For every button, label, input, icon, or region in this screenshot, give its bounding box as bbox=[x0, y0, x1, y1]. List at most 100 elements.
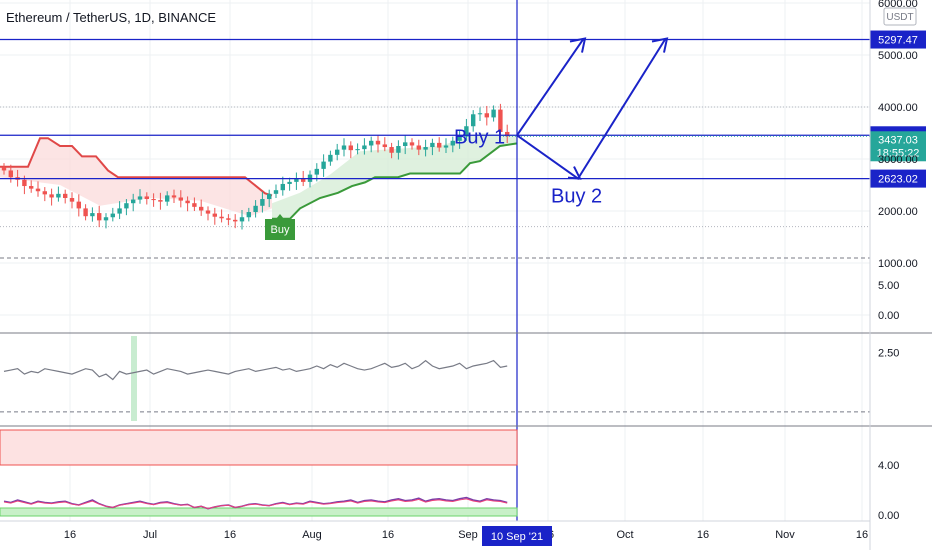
arrow-head bbox=[569, 37, 587, 53]
candle bbox=[409, 138, 415, 150]
currency-badge-label: USDT bbox=[886, 12, 913, 23]
candle-body bbox=[124, 203, 129, 209]
candle bbox=[443, 138, 449, 154]
time-tick-label: Sep bbox=[458, 529, 478, 541]
candle bbox=[355, 143, 360, 155]
candle-body bbox=[362, 145, 367, 150]
candle-body bbox=[457, 136, 462, 141]
candle-body bbox=[505, 131, 510, 137]
candle-body bbox=[498, 109, 503, 132]
pane2-tick-label: 0.00 bbox=[878, 510, 899, 522]
candle bbox=[76, 194, 81, 217]
candle-body bbox=[199, 206, 204, 211]
candle bbox=[260, 191, 265, 213]
candle-body bbox=[416, 145, 421, 150]
candle-body bbox=[437, 142, 442, 148]
candle bbox=[124, 199, 129, 216]
candle bbox=[97, 205, 102, 228]
candle-body bbox=[205, 210, 211, 214]
pane1-tick-label: 2.50 bbox=[878, 348, 899, 360]
candle-body bbox=[396, 146, 401, 153]
candle bbox=[205, 206, 211, 221]
candle-body bbox=[382, 144, 387, 148]
price-level-tag bbox=[870, 169, 926, 188]
candle bbox=[450, 136, 455, 153]
candle-body bbox=[375, 140, 381, 145]
candle-body bbox=[185, 200, 190, 204]
candle-body bbox=[403, 142, 408, 146]
candle bbox=[131, 193, 136, 212]
supertrend-up-line bbox=[272, 142, 518, 220]
candle-body bbox=[341, 145, 347, 150]
candle bbox=[226, 214, 231, 226]
candle bbox=[335, 143, 340, 161]
annotation-buy-1: Buy 1 bbox=[454, 126, 505, 148]
candle bbox=[457, 130, 462, 149]
candle bbox=[35, 181, 41, 197]
candle-body bbox=[253, 205, 258, 213]
candle bbox=[69, 192, 75, 209]
candle bbox=[219, 209, 224, 223]
candle bbox=[341, 138, 347, 157]
candle-body bbox=[158, 200, 163, 202]
candle-body bbox=[35, 188, 41, 192]
candle-body bbox=[491, 109, 496, 118]
candle bbox=[403, 135, 408, 155]
candle-body bbox=[233, 219, 238, 222]
candle-body bbox=[471, 114, 476, 127]
candle-body bbox=[294, 178, 299, 182]
candle bbox=[321, 154, 326, 177]
candle bbox=[178, 190, 183, 208]
candle-body bbox=[260, 199, 265, 206]
time-axis[interactable]: 16Jul16Aug16Sep16Oct16Nov1610 Sep '21 bbox=[64, 526, 868, 546]
candle-body bbox=[348, 145, 353, 151]
candle bbox=[171, 189, 177, 203]
candle-body bbox=[151, 199, 156, 201]
candle bbox=[49, 188, 54, 206]
candle bbox=[192, 197, 197, 211]
candle bbox=[42, 187, 47, 202]
candle bbox=[29, 180, 34, 193]
candle-body bbox=[171, 195, 177, 198]
candle bbox=[396, 140, 401, 160]
time-tick-label: 16 bbox=[224, 529, 236, 541]
price-level-label: 2623.02 bbox=[878, 174, 918, 186]
pane2-oversold-zone bbox=[0, 507, 518, 517]
candle bbox=[416, 139, 421, 156]
candle bbox=[165, 191, 170, 206]
candle-body bbox=[192, 203, 197, 207]
candle-body bbox=[103, 217, 109, 221]
candle-body bbox=[267, 193, 272, 200]
candle bbox=[233, 214, 238, 229]
candle bbox=[103, 213, 109, 229]
supertrend-down-line bbox=[0, 137, 273, 197]
candle-body bbox=[464, 126, 469, 137]
indicator-panes: 5.00 2.50 4.00 0.00 bbox=[0, 257, 899, 522]
candle-body bbox=[301, 178, 306, 182]
candle-body bbox=[90, 213, 95, 217]
time-tick-label: Nov bbox=[775, 529, 795, 541]
price-axis[interactable]: 6000.00 5000.00 4000.00 3000.00 2000.00 1000.… bbox=[878, 0, 918, 322]
candle-body bbox=[69, 198, 75, 202]
candle bbox=[430, 138, 435, 156]
candle bbox=[246, 207, 251, 222]
candle-body bbox=[226, 218, 231, 220]
grid-lines bbox=[0, 0, 870, 521]
currency-badge[interactable] bbox=[883, 7, 917, 26]
price-tick-label: 1000.00 bbox=[878, 258, 918, 270]
time-tick-label: 16 bbox=[382, 529, 394, 541]
time-tick-label: Aug bbox=[302, 529, 322, 541]
crosshair-date-tag bbox=[482, 526, 552, 546]
candle bbox=[287, 177, 292, 191]
candle-body bbox=[430, 142, 435, 148]
candle bbox=[137, 189, 143, 204]
candle-body bbox=[280, 183, 285, 191]
candle-body bbox=[328, 154, 333, 162]
candle bbox=[273, 184, 279, 198]
time-tick-label: 16 bbox=[64, 529, 76, 541]
candle bbox=[294, 172, 299, 190]
candle bbox=[56, 186, 61, 202]
price-tick-label: 0.00 bbox=[878, 310, 899, 322]
candle-body bbox=[423, 147, 428, 150]
